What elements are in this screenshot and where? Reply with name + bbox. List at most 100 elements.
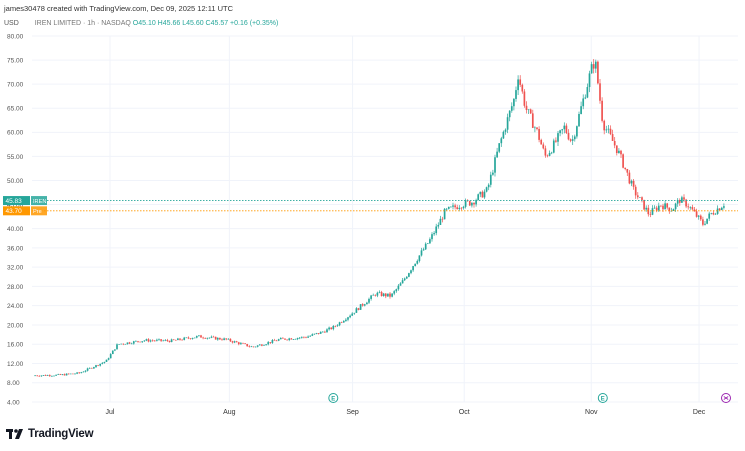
candle-down bbox=[361, 304, 364, 306]
candle-down bbox=[200, 335, 202, 338]
candle-up bbox=[431, 234, 433, 240]
candle-up bbox=[336, 325, 339, 327]
candle-up bbox=[670, 210, 673, 212]
candle-down bbox=[592, 64, 595, 69]
x-axis-labels: Jul Aug Sep Oct Nov Dec bbox=[106, 409, 706, 416]
candle-up bbox=[395, 289, 398, 292]
candle-up bbox=[223, 338, 225, 341]
candle-up bbox=[135, 341, 137, 342]
candle-up bbox=[571, 139, 574, 141]
candle-down bbox=[655, 207, 658, 211]
y-tick-label: 45.00 bbox=[7, 202, 24, 209]
candle-down bbox=[139, 341, 141, 343]
candle-up bbox=[492, 172, 494, 175]
candle-down bbox=[521, 84, 524, 92]
candle-down bbox=[179, 338, 181, 340]
candle-down bbox=[90, 367, 93, 369]
candle-down bbox=[613, 140, 616, 146]
candle-up bbox=[292, 339, 295, 340]
candle-up bbox=[515, 90, 517, 99]
candle-down bbox=[248, 346, 251, 347]
y-tick-label: 28.00 bbox=[7, 284, 24, 291]
candle-up bbox=[422, 249, 425, 251]
candle-up bbox=[485, 187, 488, 192]
candle-up bbox=[65, 373, 68, 376]
candle-up bbox=[61, 374, 64, 375]
candle-up bbox=[586, 87, 589, 98]
candle-up bbox=[156, 339, 158, 341]
candle-down bbox=[225, 338, 228, 340]
tradingview-logo[interactable]: TradingView bbox=[6, 428, 94, 440]
candle-up bbox=[347, 317, 349, 320]
candle-down bbox=[151, 340, 154, 342]
candle-down bbox=[693, 209, 696, 212]
candle-down bbox=[456, 207, 459, 210]
candle-down bbox=[468, 200, 471, 206]
candle-down bbox=[540, 139, 543, 145]
candle-up bbox=[676, 199, 679, 204]
candle-up bbox=[479, 191, 482, 195]
candle-up bbox=[315, 333, 318, 334]
candle-up bbox=[399, 283, 402, 286]
candle-up bbox=[210, 336, 213, 338]
candle-down bbox=[244, 343, 246, 345]
candle-up bbox=[288, 338, 291, 340]
candle-up bbox=[370, 295, 372, 299]
candle-down bbox=[473, 202, 475, 205]
candle-up bbox=[141, 341, 144, 343]
candle-down bbox=[649, 214, 652, 215]
candle-up bbox=[714, 213, 717, 215]
candle-down bbox=[702, 219, 704, 225]
last-price-value: 45.83 bbox=[6, 198, 23, 205]
candle-up bbox=[594, 61, 597, 69]
candle-up bbox=[588, 73, 591, 88]
candle-up bbox=[300, 336, 303, 338]
last-price-tag-badge bbox=[31, 196, 47, 206]
candle-up bbox=[710, 212, 713, 214]
candle-up bbox=[723, 206, 725, 208]
candle-up bbox=[674, 203, 677, 210]
candle-up bbox=[630, 180, 633, 184]
y-tick-label: 80.00 bbox=[7, 33, 24, 40]
candle-up bbox=[464, 200, 467, 207]
candle-up bbox=[345, 319, 347, 321]
candle-up bbox=[40, 375, 43, 377]
candle-up bbox=[351, 313, 354, 316]
candle-down bbox=[519, 79, 522, 85]
candle-up bbox=[498, 143, 501, 152]
pre-price-tag-badge bbox=[31, 206, 47, 216]
candle-up bbox=[716, 208, 719, 214]
candle-up bbox=[580, 106, 582, 115]
candle-down bbox=[626, 169, 629, 173]
y-tick-label: 16.00 bbox=[7, 342, 24, 349]
candle-up bbox=[101, 362, 104, 364]
candle-up bbox=[309, 335, 312, 337]
candle-down bbox=[330, 327, 333, 330]
candle-up bbox=[298, 337, 301, 339]
candle-down bbox=[305, 337, 307, 338]
candle-down bbox=[601, 100, 603, 121]
candle-up bbox=[193, 337, 196, 339]
candle-up bbox=[118, 344, 120, 345]
candle-down bbox=[538, 128, 540, 140]
candle-up bbox=[296, 338, 299, 340]
candle-up bbox=[132, 341, 135, 344]
split-icon bbox=[721, 393, 731, 403]
candle-up bbox=[435, 226, 438, 234]
symbol-title[interactable]: IREN LIMITED · 1h · NASDAQ bbox=[34, 20, 131, 27]
candle-up bbox=[233, 341, 236, 343]
candle-up bbox=[86, 368, 89, 371]
candle-down bbox=[699, 215, 702, 220]
candle-up bbox=[353, 312, 356, 314]
candle-up bbox=[271, 340, 274, 343]
candle-down bbox=[317, 333, 320, 334]
candle-up bbox=[279, 337, 282, 340]
candle-down bbox=[235, 341, 238, 343]
candle-down bbox=[687, 206, 690, 208]
candle-up bbox=[489, 174, 492, 185]
candle-up bbox=[672, 209, 675, 211]
candle-down bbox=[204, 338, 207, 339]
candle-up bbox=[216, 337, 219, 340]
candle-up bbox=[126, 342, 129, 345]
